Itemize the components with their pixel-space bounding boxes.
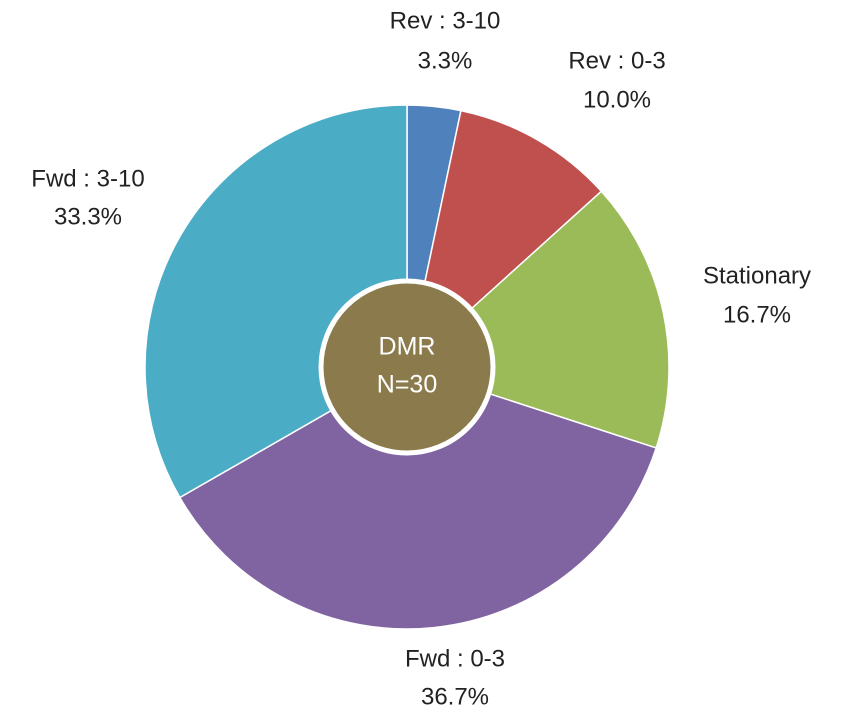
slice-value: 36.7%	[421, 683, 489, 710]
slice-label: Fwd : 0-3	[405, 645, 505, 672]
center-badge: DMR N=30	[318, 278, 496, 456]
slice-value: 3.3%	[418, 47, 473, 74]
center-circle	[318, 278, 496, 456]
slice-label: Rev : 3-10	[390, 7, 501, 34]
center-label: N=30	[377, 371, 437, 399]
slice-value: 10.0%	[583, 86, 651, 113]
slice-label: Stationary	[703, 262, 811, 289]
slice-label: Fwd : 3-10	[31, 165, 144, 192]
slice-label: Rev : 0-3	[568, 47, 665, 74]
pie-slice	[178, 366, 658, 630]
slice-value: 16.7%	[723, 301, 791, 328]
center-label: DMR	[379, 333, 436, 361]
slice-value: 33.3%	[54, 203, 122, 230]
